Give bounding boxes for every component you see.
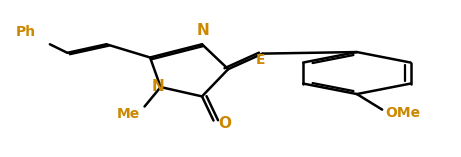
Text: E: E	[256, 53, 265, 67]
Text: Ph: Ph	[16, 25, 36, 39]
Text: Me: Me	[117, 106, 140, 121]
Text: N: N	[152, 79, 165, 94]
Text: N: N	[196, 23, 209, 38]
Text: O: O	[219, 116, 231, 131]
Text: OMe: OMe	[385, 106, 420, 120]
